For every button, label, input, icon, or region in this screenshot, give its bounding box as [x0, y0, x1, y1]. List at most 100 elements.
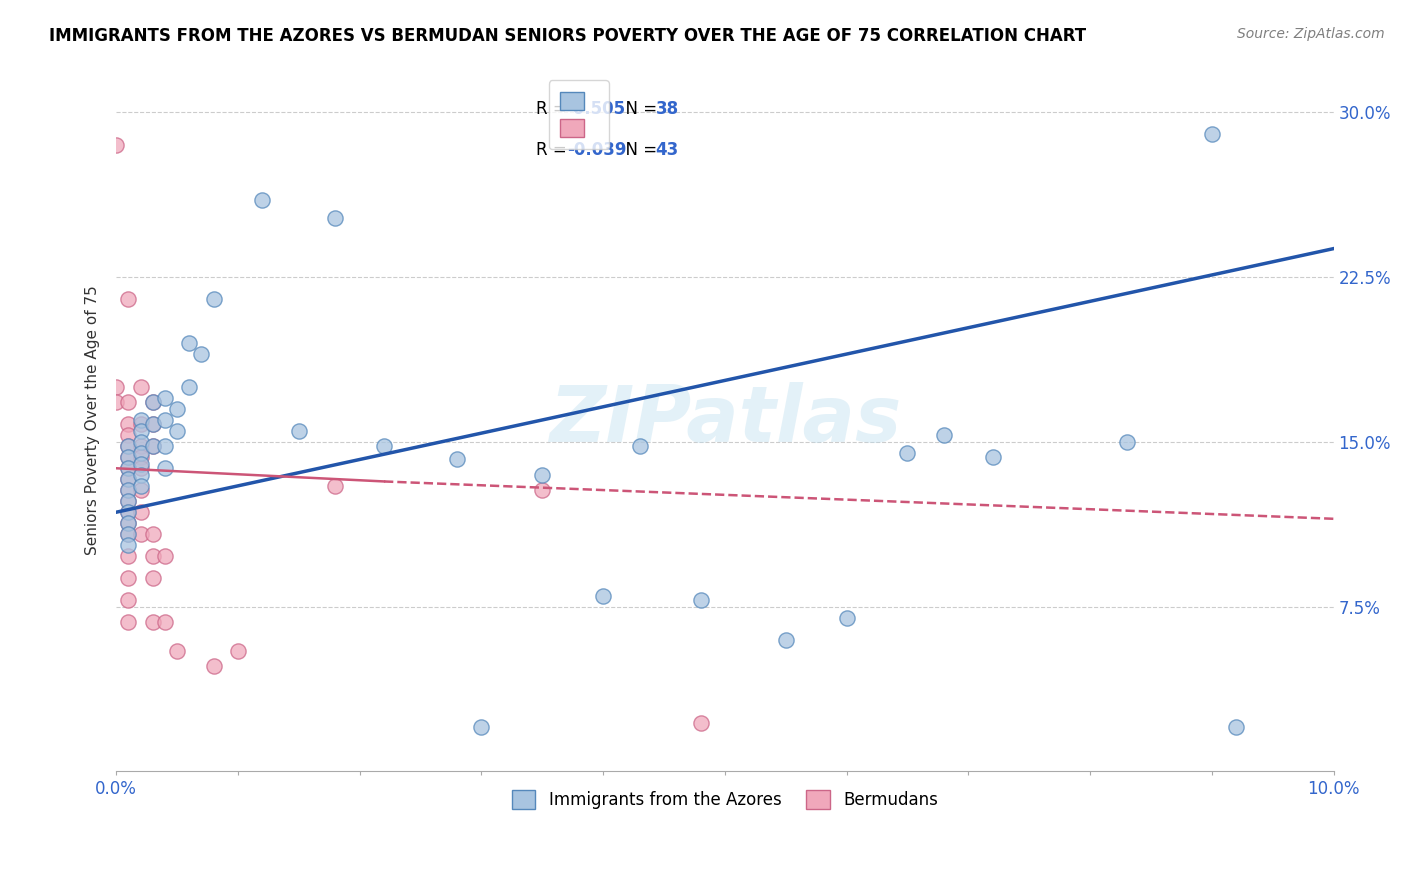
- Point: [252, 194, 274, 208]
- Point: [1201, 128, 1223, 142]
- Point: [179, 336, 201, 351]
- Point: [129, 413, 152, 427]
- Point: [117, 450, 139, 465]
- Point: [325, 479, 347, 493]
- Point: [153, 391, 176, 405]
- Point: [592, 589, 614, 603]
- Point: [117, 395, 139, 409]
- Point: [117, 439, 139, 453]
- Point: [190, 347, 212, 361]
- Point: [117, 527, 139, 541]
- Point: [689, 716, 711, 731]
- Point: [117, 538, 139, 552]
- Point: [117, 615, 139, 629]
- Text: 43: 43: [655, 141, 679, 159]
- Text: ZIPatlas: ZIPatlas: [548, 382, 901, 458]
- Point: [117, 593, 139, 607]
- Point: [142, 439, 165, 453]
- Point: [129, 439, 152, 453]
- Point: [129, 446, 152, 460]
- Point: [226, 643, 249, 657]
- Point: [117, 505, 139, 519]
- Point: [628, 439, 651, 453]
- Point: [105, 380, 128, 394]
- Point: [117, 472, 139, 486]
- Point: [166, 643, 188, 657]
- Point: [142, 417, 165, 432]
- Point: [932, 428, 955, 442]
- Point: [153, 439, 176, 453]
- Point: [1225, 721, 1247, 735]
- Point: [129, 467, 152, 482]
- Text: R =: R =: [536, 100, 572, 118]
- Text: IMMIGRANTS FROM THE AZORES VS BERMUDAN SENIORS POVERTY OVER THE AGE OF 75 CORREL: IMMIGRANTS FROM THE AZORES VS BERMUDAN S…: [49, 27, 1087, 45]
- Point: [142, 549, 165, 563]
- Point: [129, 461, 152, 475]
- Point: [689, 593, 711, 607]
- Point: [142, 527, 165, 541]
- Point: [153, 413, 176, 427]
- Point: [129, 380, 152, 394]
- Point: [835, 610, 858, 624]
- Point: [142, 417, 165, 432]
- Point: [531, 483, 554, 498]
- Point: [117, 450, 139, 465]
- Point: [117, 516, 139, 531]
- Point: [373, 439, 395, 453]
- Point: [117, 461, 139, 475]
- Point: [166, 401, 188, 416]
- Point: [142, 395, 165, 409]
- Point: [531, 467, 554, 482]
- Point: [142, 571, 165, 585]
- Point: [117, 494, 139, 508]
- Point: [153, 549, 176, 563]
- Point: [202, 659, 225, 673]
- Point: [117, 483, 139, 498]
- Point: [129, 450, 152, 465]
- Point: [202, 292, 225, 306]
- Point: [117, 505, 139, 519]
- Point: [166, 424, 188, 438]
- Point: [117, 472, 139, 486]
- Point: [129, 483, 152, 498]
- Point: [129, 527, 152, 541]
- Point: [470, 721, 492, 735]
- Point: [142, 439, 165, 453]
- Point: [117, 439, 139, 453]
- Point: [288, 424, 311, 438]
- Point: [153, 461, 176, 475]
- Point: [129, 424, 152, 438]
- Point: [117, 549, 139, 563]
- Point: [153, 615, 176, 629]
- Y-axis label: Seniors Poverty Over the Age of 75: Seniors Poverty Over the Age of 75: [86, 285, 100, 555]
- Text: R =: R =: [536, 141, 572, 159]
- Legend: Immigrants from the Azores, Bermudans: Immigrants from the Azores, Bermudans: [505, 784, 945, 816]
- Point: [129, 479, 152, 493]
- Text: 0.505: 0.505: [567, 100, 624, 118]
- Point: [117, 571, 139, 585]
- Point: [117, 428, 139, 442]
- Point: [129, 434, 152, 449]
- Point: [325, 211, 347, 225]
- Point: [142, 395, 165, 409]
- Text: N =: N =: [616, 100, 662, 118]
- Point: [1115, 434, 1137, 449]
- Point: [117, 516, 139, 531]
- Point: [105, 395, 128, 409]
- Point: [179, 380, 201, 394]
- Point: [129, 457, 152, 471]
- Text: -0.039: -0.039: [567, 141, 626, 159]
- Point: [117, 417, 139, 432]
- Text: N =: N =: [616, 141, 662, 159]
- Point: [129, 505, 152, 519]
- Point: [117, 483, 139, 498]
- Point: [896, 446, 918, 460]
- Point: [105, 138, 128, 153]
- Point: [775, 632, 797, 647]
- Point: [117, 527, 139, 541]
- Point: [117, 494, 139, 508]
- Point: [117, 461, 139, 475]
- Text: Source: ZipAtlas.com: Source: ZipAtlas.com: [1237, 27, 1385, 41]
- Point: [981, 450, 1004, 465]
- Point: [142, 615, 165, 629]
